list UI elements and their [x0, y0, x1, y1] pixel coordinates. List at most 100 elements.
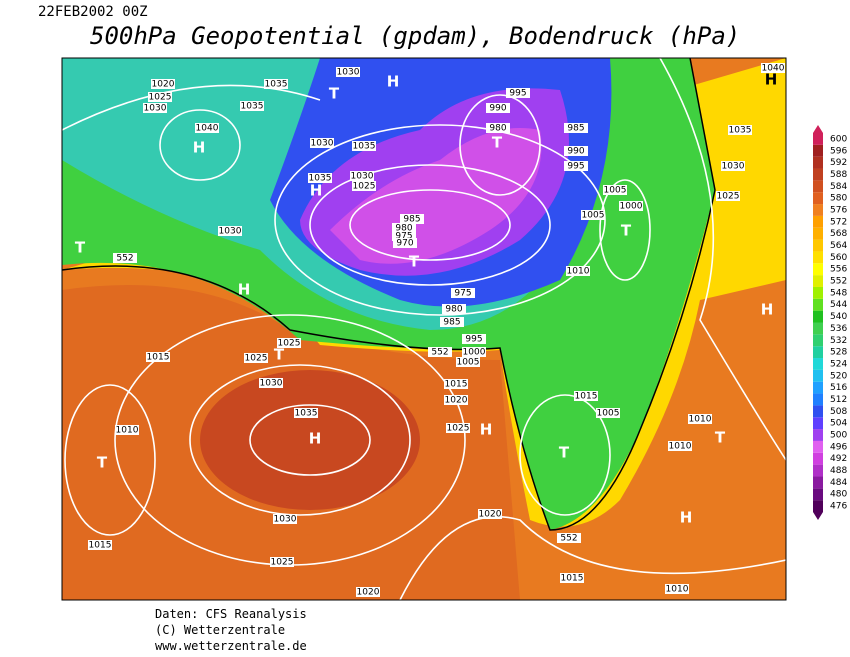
label-box — [273, 514, 297, 524]
colorbar-cell — [813, 192, 823, 205]
label-box — [603, 185, 627, 195]
colorbar-label: 552 — [830, 277, 847, 287]
colorbar-cell — [813, 464, 823, 477]
isobar-label: 1015 — [445, 380, 468, 390]
isobar-label: 980 — [395, 224, 412, 234]
colorbar-label: 480 — [830, 490, 847, 500]
pressure-center: T — [621, 222, 632, 240]
colorbar-label: 528 — [830, 348, 847, 358]
isobar-label: 1015 — [147, 353, 170, 363]
colorbar-cell — [813, 488, 823, 501]
label-box — [506, 88, 530, 98]
isobar-label: 1035 — [353, 142, 376, 152]
isobar-label: 1005 — [604, 186, 627, 196]
colorbar-cap — [813, 125, 823, 133]
isobar-label: 1025 — [271, 558, 294, 568]
colorbar-label: 512 — [830, 395, 847, 405]
pressure-center: H — [761, 301, 774, 319]
colorbar-cell — [813, 180, 823, 193]
colorbar-cell — [813, 275, 823, 287]
colorbar-cell — [813, 476, 823, 489]
pressure-center: H — [680, 509, 693, 527]
pressure-center: H — [310, 182, 323, 200]
colorbar-cell — [813, 500, 823, 512]
pressure-center: H — [765, 71, 778, 89]
label-box — [143, 103, 167, 113]
label-box — [392, 223, 416, 233]
label-box — [113, 253, 137, 263]
label-box — [560, 573, 584, 583]
label-box — [195, 123, 219, 133]
label-box — [446, 423, 470, 433]
label-box — [440, 317, 464, 327]
colorbar-cell — [813, 215, 823, 228]
label-box — [352, 181, 376, 191]
colorbar-label: 516 — [830, 383, 847, 393]
footer-line: (C) Wetterzentrale — [155, 623, 285, 637]
isobar-label: 975 — [454, 289, 471, 299]
label-box — [428, 347, 452, 357]
label-box — [350, 171, 374, 181]
colorbar-cell — [813, 144, 823, 157]
colorbar-label: 556 — [830, 265, 847, 275]
label-box — [462, 334, 486, 344]
colorbar-label: 496 — [830, 442, 847, 452]
isobar-label: 1035 — [309, 174, 332, 184]
isobar-label: 1015 — [89, 541, 112, 551]
label-box — [566, 266, 590, 276]
label-box — [148, 92, 172, 102]
colorbar-label: 576 — [830, 205, 847, 215]
label-box — [581, 210, 605, 220]
colorbar-cell — [813, 381, 823, 394]
isobar-label: 1040 — [762, 64, 785, 74]
isobar-label: 1005 — [582, 211, 605, 221]
colorbar-label: 592 — [830, 158, 847, 168]
colorbar-cell — [813, 334, 823, 347]
isobar-label: 975 — [395, 232, 412, 242]
colorbar-label: 536 — [830, 324, 847, 334]
pressure-center: T — [274, 346, 285, 364]
map — [62, 58, 786, 600]
colorbar-cell — [813, 156, 823, 169]
isobar-label: 552 — [431, 348, 448, 358]
isobar-label: 1005 — [597, 409, 620, 419]
colorbar-label: 488 — [830, 466, 847, 476]
label-box — [270, 557, 294, 567]
colorbar-label: 572 — [830, 217, 847, 227]
label-box — [400, 214, 424, 224]
isobar-label: 990 — [567, 147, 584, 157]
label-box — [444, 395, 468, 405]
isobar-label: 1010 — [666, 585, 689, 595]
isobar-label: 552 — [560, 534, 577, 544]
pressure-center: H — [387, 73, 400, 91]
colorbar-cell — [813, 298, 823, 311]
isobar-label: 1025 — [245, 354, 268, 364]
isobar-label: 995 — [465, 335, 482, 345]
isobar-label: 1030 — [337, 68, 360, 78]
title: 500hPa Geopotential (gpdam), Bodendruck … — [90, 22, 740, 50]
colorbar-label: 524 — [830, 359, 847, 369]
colorbar-cell — [813, 346, 823, 359]
isobar-label: 1030 — [722, 162, 745, 172]
label-box — [356, 587, 380, 597]
label-box — [564, 161, 588, 171]
colorbar-label: 600 — [830, 134, 847, 144]
colorbar-label: 532 — [830, 336, 847, 346]
label-box — [392, 231, 416, 241]
colorbar-label: 584 — [830, 182, 847, 192]
colorbar-label: 560 — [830, 253, 847, 263]
isobar-label: 1035 — [241, 102, 264, 112]
colorbar-cell — [813, 429, 823, 441]
colorbar-cell — [813, 204, 823, 216]
label-box — [146, 352, 170, 362]
label-box — [264, 79, 288, 89]
isobar-label: 1015 — [575, 392, 598, 402]
pressure-center: T — [559, 444, 570, 462]
isobar-label: 985 — [403, 215, 420, 225]
isobar-label: 1025 — [717, 192, 740, 202]
colorbar-cell — [813, 227, 823, 240]
label-box — [486, 123, 510, 133]
colorbar-label: 508 — [830, 407, 847, 417]
colorbar-cell — [813, 251, 823, 264]
